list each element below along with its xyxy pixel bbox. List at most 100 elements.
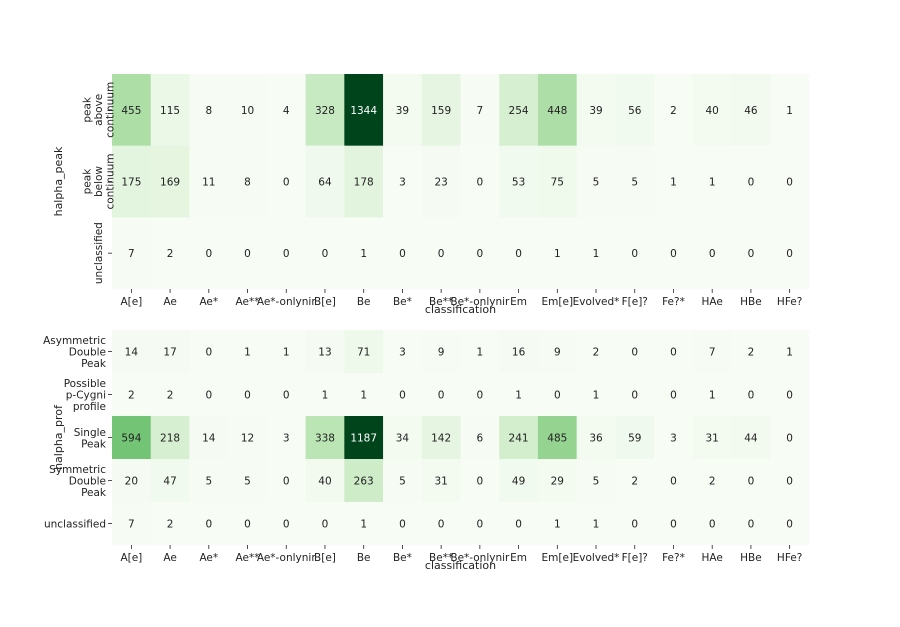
cell-value-label: 0 — [670, 519, 677, 531]
cell-value-label: 0 — [748, 177, 755, 189]
heatmap-cell — [537, 145, 578, 218]
cell-value-label: 0 — [477, 519, 484, 531]
heatmap-cell — [305, 373, 345, 417]
heatmap-cell — [150, 373, 190, 417]
heatmap-cell — [692, 145, 733, 218]
heatmap-cell — [344, 459, 384, 503]
heatmap-cell — [576, 416, 616, 460]
heatmap-cell — [537, 459, 578, 503]
cell-value-label: 1 — [283, 347, 290, 359]
cell-value-label: 34 — [396, 433, 410, 445]
cell-value-label: 0 — [670, 248, 677, 260]
heatmap-cell — [228, 145, 268, 218]
x-tick-label: Ae** — [236, 552, 260, 564]
cell-value-label: 2 — [670, 105, 677, 117]
heatmap-cell — [499, 373, 539, 417]
heatmap-cell — [150, 74, 190, 147]
cell-value-label: 0 — [786, 519, 793, 531]
heatmap-cell — [421, 145, 461, 218]
cell-value-label: 12 — [241, 433, 254, 445]
heatmap-cell — [615, 330, 655, 374]
cell-value-label: 0 — [244, 390, 251, 402]
cell-value-label: 0 — [322, 248, 329, 260]
cell-value-label: 1344 — [350, 105, 377, 117]
cell-value-label: 241 — [509, 433, 529, 445]
heatmap-cell — [499, 74, 539, 147]
cell-value-label: 40 — [318, 476, 331, 488]
cell-value-label: 1 — [244, 347, 251, 359]
cell-value-label: 0 — [748, 390, 755, 402]
cell-value-label: 0 — [631, 248, 638, 260]
heatmap-cell — [383, 502, 423, 546]
cell-value-label: 23 — [434, 177, 447, 189]
cell-value-label: 0 — [477, 248, 484, 260]
heatmap-cell — [770, 502, 810, 546]
cell-value-label: 328 — [315, 105, 335, 117]
cell-value-label: 31 — [706, 433, 719, 445]
heatmap-cell — [654, 330, 694, 374]
cell-value-label: 40 — [706, 105, 719, 117]
cell-value-label: 0 — [748, 248, 755, 260]
heatmap-cell — [731, 330, 771, 374]
heatmap-cell — [731, 74, 771, 147]
heatmap-cell — [112, 416, 152, 460]
cell-value-label: 0 — [244, 519, 251, 531]
cell-value-label: 0 — [631, 390, 638, 402]
heatmap-cell — [305, 459, 345, 503]
cell-value-label: 0 — [399, 390, 406, 402]
heatmap-cell — [150, 416, 190, 460]
x-tick-label: Ae* — [199, 552, 218, 564]
x-tick-label: HAe — [702, 552, 723, 564]
cell-value-label: 36 — [589, 433, 603, 445]
cell-value-label: 254 — [509, 105, 529, 117]
heatmap-cell — [537, 373, 578, 417]
heatmap-cell — [692, 502, 733, 546]
cell-value-label: 1187 — [350, 433, 377, 445]
cell-value-label: 29 — [551, 476, 564, 488]
heatmap-cell — [460, 373, 500, 417]
y-axis-label: halpha_prof — [52, 404, 65, 470]
heatmap-cell — [228, 217, 268, 290]
cell-value-label: 1 — [360, 248, 367, 260]
heatmap-cell — [150, 330, 190, 374]
heatmap-cell — [576, 74, 616, 147]
cell-value-label: 175 — [121, 177, 141, 189]
heatmap-cell — [150, 459, 190, 503]
heatmap-cell — [421, 373, 461, 417]
heatmap-cell — [770, 330, 810, 374]
cell-value-label: 3 — [670, 433, 677, 445]
heatmap-cell — [770, 459, 810, 503]
heatmap-cell — [189, 145, 229, 218]
heatmap-cell — [421, 330, 461, 374]
cell-value-label: 0 — [748, 519, 755, 531]
cell-value-label: 7 — [128, 248, 135, 260]
x-tick-label: Ae** — [236, 296, 260, 308]
heatmap-cell — [731, 502, 771, 546]
x-tick-label: Be** — [429, 296, 453, 308]
heatmap-cell — [189, 502, 229, 546]
x-tick-label: Evolved* — [573, 552, 620, 564]
heatmap-cell — [189, 373, 229, 417]
cell-value-label: 0 — [786, 177, 793, 189]
heatmap-cell — [615, 74, 655, 147]
cell-value-label: 7 — [128, 519, 135, 531]
x-tick-label: Ae — [163, 552, 176, 564]
x-tick-label: Ae*-onlynir — [257, 296, 316, 308]
cell-value-label: 0 — [748, 476, 755, 488]
cell-value-label: 5 — [244, 476, 251, 488]
cell-value-label: 0 — [438, 248, 445, 260]
heatmap-cell — [537, 217, 578, 290]
x-tick-label: HBe — [740, 552, 762, 564]
cell-value-label: 53 — [512, 177, 525, 189]
heatmap-cell — [576, 330, 616, 374]
cell-value-label: 2 — [631, 476, 638, 488]
cell-value-label: 0 — [515, 248, 522, 260]
heatmap-cell — [460, 330, 500, 374]
cell-value-label: 59 — [628, 433, 641, 445]
heatmap-cell — [654, 416, 694, 460]
y-tick-label: unclassified — [44, 519, 106, 531]
heatmap-cell — [499, 502, 539, 546]
heatmap-cell — [383, 330, 423, 374]
